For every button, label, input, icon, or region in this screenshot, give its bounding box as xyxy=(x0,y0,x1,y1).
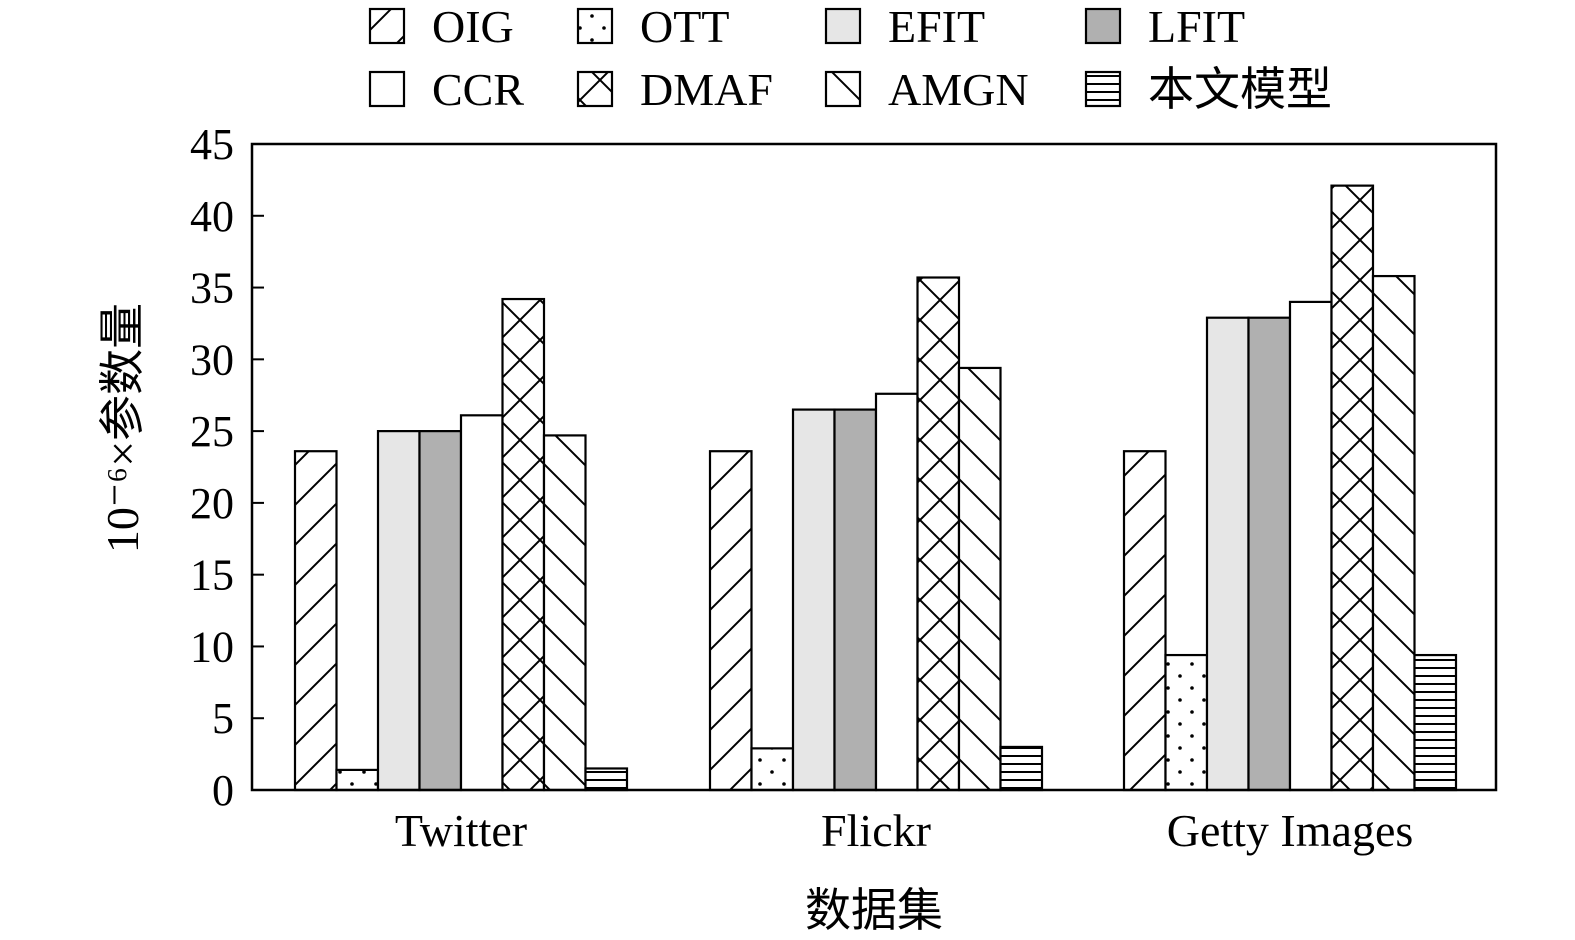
x-axis-label: 数据集 xyxy=(805,885,943,936)
legend-swatch-amgn xyxy=(824,70,862,108)
y-tick-label-35: 35 xyxy=(190,264,234,313)
bar-twitter-oig xyxy=(293,450,338,792)
bar-getty-images-oig xyxy=(1122,450,1167,792)
legend-swatch-本文模型 xyxy=(1084,70,1122,108)
y-tick-label-20: 20 xyxy=(190,479,234,528)
y-axis-label: 10⁻⁶×参数量 xyxy=(97,303,148,553)
legend-label-amgn: AMGN xyxy=(888,64,1029,115)
bar-flickr-dmaf xyxy=(916,276,961,792)
bar-flickr-efit xyxy=(791,408,836,792)
y-tick-label-45: 45 xyxy=(190,120,234,169)
legend-swatch-ccr xyxy=(368,70,406,108)
bar-getty-images-lfit xyxy=(1247,316,1292,792)
x-tick-label-getty-images: Getty Images xyxy=(1167,805,1414,856)
bar-getty-images-ott xyxy=(1164,653,1209,792)
x-tick-label-twitter: Twitter xyxy=(395,805,527,856)
bar-flickr-amgn xyxy=(957,366,1002,792)
bar-flickr-oig xyxy=(708,450,753,792)
bar-flickr-ccr xyxy=(874,392,919,792)
bar-twitter-本文模型 xyxy=(584,767,629,792)
legend-label-oig: OIG xyxy=(432,1,514,52)
y-tick-label-40: 40 xyxy=(190,192,234,241)
legend-swatch-ott xyxy=(576,7,614,45)
legend-label-efit: EFIT xyxy=(888,1,985,52)
legend-label-ott: OTT xyxy=(640,1,729,52)
bar-getty-images-dmaf xyxy=(1330,184,1375,792)
bar-getty-images-efit xyxy=(1205,316,1250,792)
legend-swatch-lfit xyxy=(1084,7,1122,45)
bar-twitter-ott xyxy=(335,768,380,792)
bar-twitter-amgn xyxy=(542,434,587,792)
y-tick-label-5: 5 xyxy=(212,694,234,743)
plot-frame xyxy=(250,142,1498,792)
legend-label-lfit: LFIT xyxy=(1148,1,1245,52)
bar-getty-images-ccr xyxy=(1288,300,1333,792)
bar-twitter-dmaf xyxy=(501,297,546,792)
legend-label-dmaf: DMAF xyxy=(640,64,773,115)
bar-getty-images-本文模型 xyxy=(1413,653,1458,792)
legend-label-ccr: CCR xyxy=(432,64,524,115)
legend: OIG OTT EFIT LFIT CCR DMAF AMGN 本文模型 xyxy=(368,1,1332,115)
y-tick-label-30: 30 xyxy=(190,335,234,384)
legend-swatch-oig xyxy=(368,7,406,45)
bar-flickr-ott xyxy=(750,747,795,792)
y-tick-label-10: 10 xyxy=(190,622,234,671)
bar-flickr-lfit xyxy=(833,408,878,792)
x-tick-label-flickr: Flickr xyxy=(821,805,931,856)
axes: Twitter Flickr Getty Images 0 5 10 15 20 25 30 35 4… xyxy=(97,120,1498,936)
legend-label-本文模型: 本文模型 xyxy=(1148,64,1332,115)
y-tick-label-0: 0 xyxy=(212,766,234,815)
legend-swatch-dmaf xyxy=(576,70,614,108)
y-tick-label-15: 15 xyxy=(190,551,234,600)
bars xyxy=(293,184,1458,792)
bar-getty-images-amgn xyxy=(1371,274,1416,792)
bar-twitter-lfit xyxy=(418,430,463,792)
bar-twitter-ccr xyxy=(459,414,504,792)
bar-twitter-efit xyxy=(376,430,421,792)
y-tick-label-25: 25 xyxy=(190,407,234,456)
bar-flickr-本文模型 xyxy=(999,745,1044,792)
legend-swatch-efit xyxy=(824,7,862,45)
